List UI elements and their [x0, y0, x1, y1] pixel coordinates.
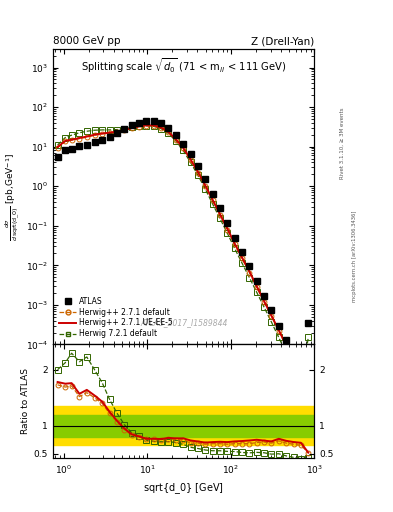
- Text: ATLAS_2017_I1589844: ATLAS_2017_I1589844: [140, 318, 228, 327]
- X-axis label: $\mathrm{sqrt\{d\_0\}}$ [GeV]: $\mathrm{sqrt\{d\_0\}}$ [GeV]: [143, 481, 224, 496]
- Text: Rivet 3.1.10, ≥ 3M events: Rivet 3.1.10, ≥ 3M events: [340, 108, 345, 179]
- Legend: ATLAS, Herwig++ 2.7.1 default, Herwig++ 2.7.1 UE-EE-5, Herwig 7.2.1 default: ATLAS, Herwig++ 2.7.1 default, Herwig++ …: [57, 294, 175, 340]
- Text: Splitting scale $\sqrt{d_0}$ (71 < m$_{ll}$ < 111 GeV): Splitting scale $\sqrt{d_0}$ (71 < m$_{l…: [81, 56, 286, 75]
- Y-axis label: $\frac{d\sigma}{d\,\mathrm{sqrt(d\_0)}}$ [pb,GeV$^{-1}$]: $\frac{d\sigma}{d\,\mathrm{sqrt(d\_0)}}$…: [3, 153, 22, 241]
- Text: 8000 GeV pp: 8000 GeV pp: [53, 36, 121, 46]
- Text: mcplots.cern.ch [arXiv:1306.3436]: mcplots.cern.ch [arXiv:1306.3436]: [352, 210, 357, 302]
- Y-axis label: Ratio to ATLAS: Ratio to ATLAS: [21, 368, 29, 434]
- Text: Z (Drell-Yan): Z (Drell-Yan): [251, 36, 314, 46]
